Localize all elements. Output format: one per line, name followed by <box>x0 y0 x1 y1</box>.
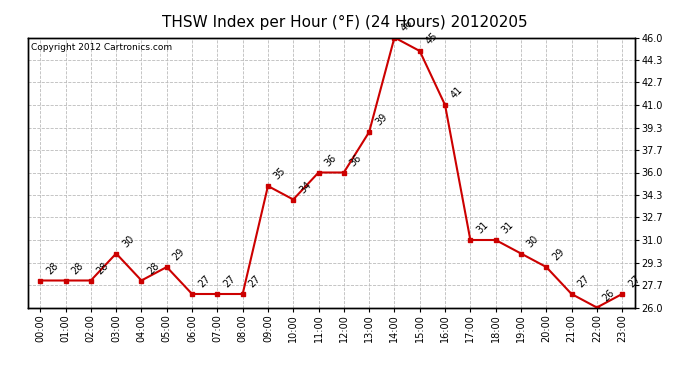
Text: 27: 27 <box>196 274 212 290</box>
Text: THSW Index per Hour (°F) (24 Hours) 20120205: THSW Index per Hour (°F) (24 Hours) 2012… <box>162 15 528 30</box>
Text: 30: 30 <box>120 234 136 249</box>
Text: 30: 30 <box>525 234 541 249</box>
Text: 34: 34 <box>297 180 313 195</box>
Text: 29: 29 <box>551 247 566 263</box>
Text: Copyright 2012 Cartronics.com: Copyright 2012 Cartronics.com <box>30 43 172 52</box>
Text: 41: 41 <box>449 85 465 101</box>
Text: 31: 31 <box>500 220 515 236</box>
Text: 27: 27 <box>627 274 642 290</box>
Text: 35: 35 <box>272 166 288 182</box>
Text: 27: 27 <box>575 274 591 290</box>
Text: 36: 36 <box>323 153 339 168</box>
Text: 27: 27 <box>247 274 263 290</box>
Text: 45: 45 <box>424 31 440 47</box>
Text: 28: 28 <box>44 261 60 276</box>
Text: 46: 46 <box>399 18 415 33</box>
Text: 39: 39 <box>373 112 389 128</box>
Text: 28: 28 <box>95 261 111 276</box>
Text: 26: 26 <box>601 288 617 303</box>
Text: 28: 28 <box>146 261 161 276</box>
Text: 31: 31 <box>475 220 491 236</box>
Text: 28: 28 <box>70 261 86 276</box>
Text: 29: 29 <box>171 247 187 263</box>
Text: 36: 36 <box>348 153 364 168</box>
Text: 27: 27 <box>221 274 237 290</box>
